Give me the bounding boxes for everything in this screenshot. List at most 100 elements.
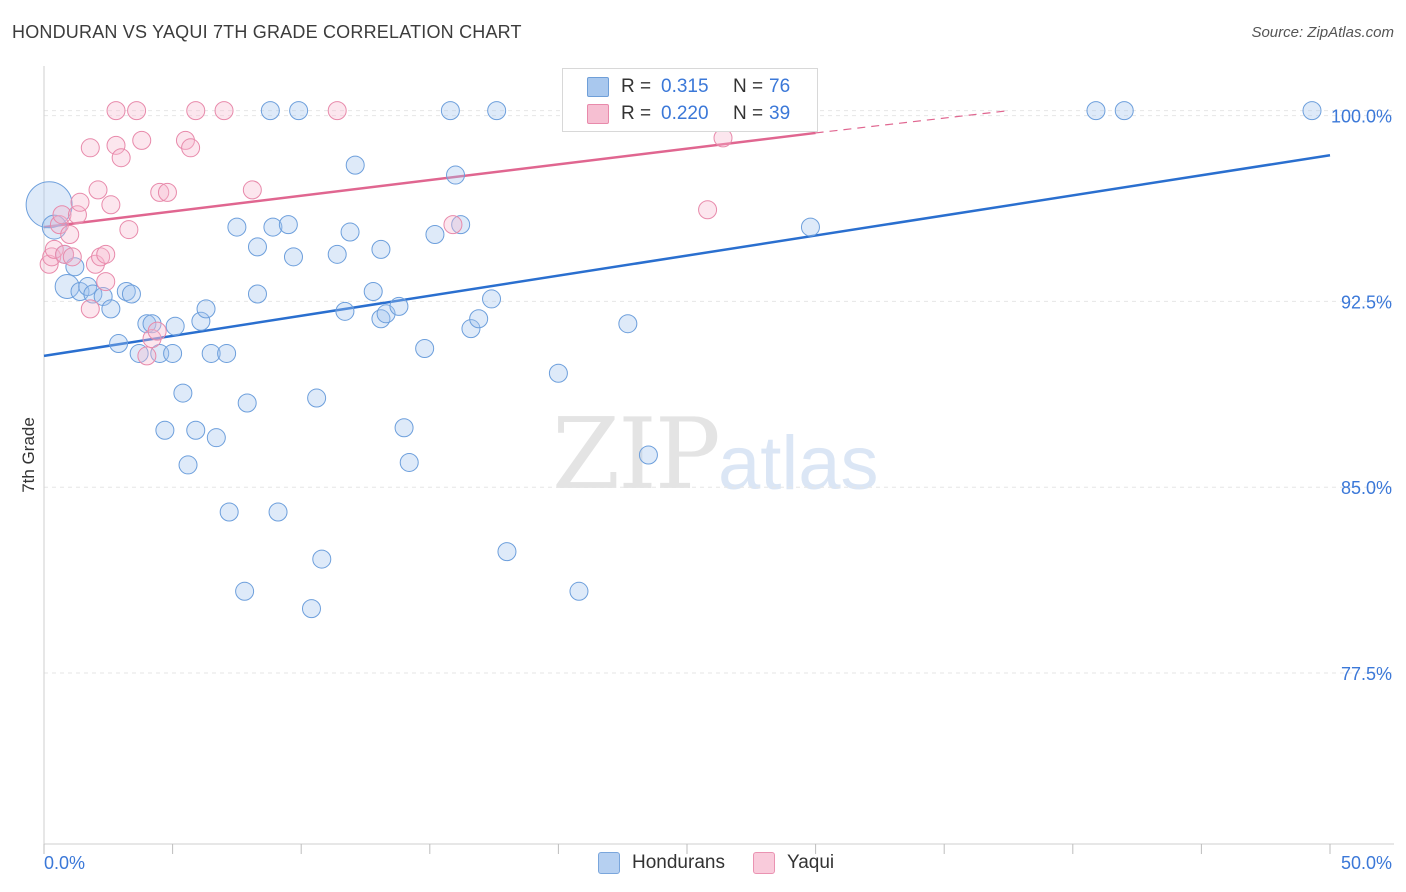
yaqui-point xyxy=(60,225,80,245)
trend-line-hondurans xyxy=(43,154,1331,358)
hondurans-point xyxy=(227,217,247,237)
hondurans-point xyxy=(548,363,568,383)
hondurans-point xyxy=(446,165,466,185)
hondurans-point xyxy=(217,343,237,363)
yaqui-point xyxy=(55,244,75,264)
legend-r-value: 0.315 xyxy=(661,76,709,97)
series-hondurans xyxy=(25,101,1322,619)
legend-n-value: 39 xyxy=(769,103,791,124)
hondurans-point xyxy=(1114,101,1134,121)
legend-item-yaqui[interactable]: Yaqui xyxy=(752,852,835,874)
yaqui-point xyxy=(132,130,152,150)
hondurans-point xyxy=(25,181,73,229)
x-tick-label: 50.0% xyxy=(1341,853,1392,873)
hondurans-point xyxy=(415,338,435,358)
trend-lines xyxy=(43,110,1331,358)
yaqui-point xyxy=(186,101,206,121)
hondurans-point xyxy=(289,101,309,121)
hondurans-point xyxy=(638,445,658,465)
legend-swatch-yaqui xyxy=(587,104,609,124)
yaqui-point xyxy=(70,192,90,212)
hondurans-point xyxy=(219,502,239,522)
x-tick-label: 0.0% xyxy=(44,853,85,873)
yaqui-point xyxy=(106,101,126,121)
yaqui-point xyxy=(698,200,718,220)
yaqui-point xyxy=(111,148,131,168)
hondurans-point xyxy=(186,420,206,440)
hondurans-point xyxy=(155,420,175,440)
hondurans-point xyxy=(247,284,267,304)
hondurans-point xyxy=(260,101,280,121)
legend-n-value: 76 xyxy=(769,76,791,97)
yaqui-point xyxy=(214,101,234,121)
legend-item-hondurans[interactable]: Hondurans xyxy=(598,852,725,874)
yaqui-point xyxy=(96,272,116,292)
axes xyxy=(43,66,1394,854)
yaqui-point xyxy=(119,220,139,240)
hondurans-point xyxy=(335,301,355,321)
y-axis-title: 7th Grade xyxy=(19,417,38,493)
hondurans-point xyxy=(206,428,226,448)
yaqui-point xyxy=(443,215,463,235)
yaqui-point xyxy=(157,182,177,202)
y-tick-label: 85.0% xyxy=(1341,478,1392,498)
legend-label-yaqui: Yaqui xyxy=(786,852,835,873)
axis-labels: 77.5% 85.0% 92.5% 100.0% 0.0% 50.0% 7th Grade xyxy=(19,107,1392,873)
hondurans-point xyxy=(469,309,489,329)
yaqui-point xyxy=(181,138,201,158)
legend-r-label: R = xyxy=(621,103,652,124)
hondurans-point xyxy=(440,101,460,121)
hondurans-point xyxy=(1302,101,1322,121)
hondurans-point xyxy=(327,244,347,264)
hondurans-point xyxy=(800,217,820,237)
y-tick-label: 92.5% xyxy=(1341,292,1392,312)
yaqui-point xyxy=(44,239,64,259)
trend-line-yaqui-extension xyxy=(815,110,1009,134)
hondurans-point xyxy=(237,393,257,413)
hondurans-point xyxy=(312,549,332,569)
hondurans-point xyxy=(278,215,298,235)
hondurans-point xyxy=(569,581,589,601)
hondurans-point xyxy=(235,581,255,601)
hondurans-point xyxy=(425,225,445,245)
hondurans-point xyxy=(263,217,283,237)
yaqui-point xyxy=(91,247,111,267)
hondurans-point xyxy=(109,334,129,354)
data-points xyxy=(25,101,1322,619)
hondurans-point xyxy=(618,314,638,334)
yaqui-point xyxy=(137,346,157,366)
hondurans-point xyxy=(137,314,157,334)
watermark-atlas: atlas xyxy=(718,421,879,506)
legend-row-yaqui: R = 0.220 N = 39 xyxy=(563,100,790,128)
yaqui-point xyxy=(150,182,170,202)
hondurans-point xyxy=(389,296,409,316)
watermark-zip: ZIP xyxy=(552,398,721,512)
hondurans-point xyxy=(101,299,121,319)
hondurans-point xyxy=(301,599,321,619)
hondurans-point xyxy=(196,299,216,319)
yaqui-point xyxy=(147,321,167,341)
yaqui-point xyxy=(327,101,347,121)
hondurans-point xyxy=(451,215,471,235)
legend-n-label: N = xyxy=(733,76,764,97)
yaqui-point xyxy=(242,180,262,200)
hondurans-point xyxy=(371,239,391,259)
correlation-legend: R = 0.315 N = 76 R = 0.220 N = 39 xyxy=(562,68,818,132)
yaqui-point xyxy=(52,205,72,225)
hondurans-point xyxy=(345,155,365,175)
yaqui-point xyxy=(106,135,126,155)
hondurans-point xyxy=(482,289,502,309)
hondurans-point xyxy=(283,247,303,267)
legend-row-hondurans: R = 0.315 N = 76 xyxy=(563,73,790,101)
hondurans-point xyxy=(178,455,198,475)
hondurans-point xyxy=(399,452,419,472)
yaqui-point xyxy=(101,195,121,215)
yaqui-point xyxy=(96,244,116,264)
legend-swatch-hondurans xyxy=(587,77,609,97)
hondurans-point xyxy=(268,502,288,522)
series-yaqui xyxy=(39,101,733,366)
hondurans-point xyxy=(163,343,183,363)
hondurans-point xyxy=(340,222,360,242)
series-legend: Hondurans Yaqui xyxy=(598,852,862,874)
